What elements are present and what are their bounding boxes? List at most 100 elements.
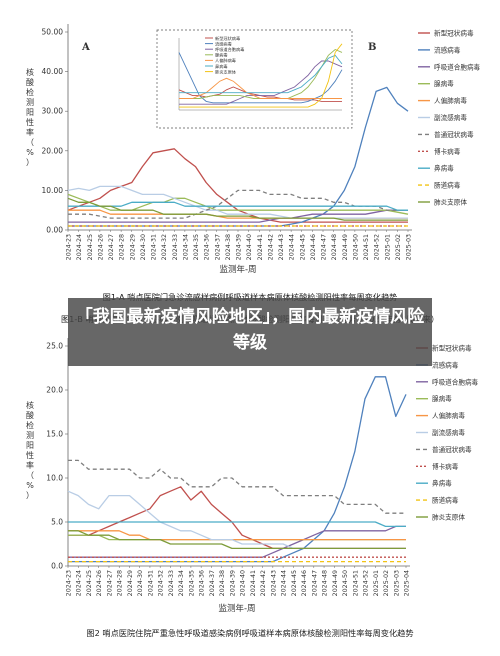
x-tick-label: 2024-26 [96,570,103,596]
y-tick-label: 25.0 [46,342,63,351]
series-line [68,459,406,514]
x-tick-label: 2024-48 [322,570,329,596]
legend-label: 新型冠状病毒 [434,29,474,38]
legend-label: 副流感病毒 [434,113,467,122]
x-tick-label: 2024-40 [240,570,247,596]
y-tick-label: 10.0 [46,474,63,483]
series-line [68,209,408,223]
legend-label: 普通冠状病毒 [432,445,472,454]
x-tick-label: 2024-31 [151,234,158,260]
x-tick-label: 2024-23 [66,570,73,596]
x-tick-label: 2024-23 [66,234,73,260]
x-tick-label: 2024-37 [209,570,216,596]
x-tick-label: 2024-43 [270,570,277,596]
y-tick-label: 5.0 [51,518,63,527]
y-tick-label: 20.00 [42,146,64,155]
x-tick-label: 2024-32 [161,234,168,260]
legend-label: 腺病毒 [432,394,452,403]
x-tick-label: 2024-45 [299,234,306,260]
y-axis-label: 核酸检测阳性率（%） [26,400,34,500]
inset-series-line [179,43,343,108]
x-tick-label: 2025-01 [373,570,380,596]
x-tick-label: 2024-47 [321,234,328,260]
x-tick-label: 2024-30 [140,234,147,260]
series-line [68,201,408,211]
y-tick-label: 15.0 [46,430,63,439]
x-tick-label: 2024-47 [311,570,318,596]
inset-legend-label: 流感病毒 [215,40,232,47]
series-line [67,193,409,215]
x-tick-label: 2024-26 [97,234,104,260]
x-tick-label: 2024-41 [257,234,264,260]
x-tick-label: 2024-48 [331,234,338,260]
x-tick-label: 2024-29 [129,234,136,260]
x-tick-label: 2024-46 [310,234,317,260]
chart-title: 图2 哨点医院住院严重急性呼吸道感染病例呼吸道样本病原体核酸检测阳性率每周变化趋… [86,628,413,638]
legend-label: 肠道病毒 [434,181,461,190]
series-line [68,521,406,528]
x-tick-label: 2024-38 [219,570,226,596]
x-tick-label: 2024-45 [291,570,298,596]
x-tick-label: 2024-33 [168,570,175,596]
x-tick-label: 2024-44 [289,234,296,260]
x-tick-label: 2024-25 [87,234,94,260]
x-tick-label: 2025-04 [404,570,411,596]
news-title: 「我国最新疫情风险地区」，国内最新疫情风险等级 [75,307,425,353]
legend-label: 鼻病毒 [432,479,452,488]
x-tick-label: 2024-46 [301,570,308,596]
x-tick-label: 2024-49 [332,570,339,596]
x-tick-label: 2024-42 [260,570,267,596]
inset-series-line [179,54,343,94]
x-tick-label: 2024-42 [267,234,274,260]
x-tick-label: 2024-36 [204,234,211,260]
x-tick-label: 2024-50 [352,234,359,260]
x-tick-label: 2024-27 [108,234,115,260]
x-tick-label: 2025-02 [395,234,402,260]
x-tick-label: 2024-40 [246,234,253,260]
legend-label: 博卡病毒 [434,147,461,156]
panel-label-a: A [81,42,90,53]
x-axis-label: 监测年-周 [218,603,255,614]
x-tick-label: 2024-24 [76,234,83,260]
legend-label: 腺病毒 [434,79,454,88]
x-tick-label: 2025-03 [406,234,413,260]
x-tick-label: 2024-33 [172,234,179,260]
series-line [68,189,408,219]
inset-legend-label: 肺炎支原体 [215,68,237,75]
legend-label: 呼吸道合胞病毒 [432,377,479,386]
inset-frame [156,29,353,129]
legend-label: 普通冠状病毒 [434,130,474,139]
x-tick-label: 2025-01 [384,234,391,260]
x-tick-label: 2025-03 [393,570,400,596]
y-tick-label: 0.00 [46,226,63,235]
x-tick-label: 2024-34 [182,234,189,260]
y-tick-label: 10.00 [42,186,64,195]
series-line [67,185,408,219]
series-line [68,376,407,563]
chart-title: 图1-A 哨点医院门急诊流感样病例呼吸道样本病原体核酸检测阳性率每周变化趋势 [103,292,398,302]
legend-label: 人偏肺病毒 [434,96,467,105]
legend-label: 博卡病毒 [432,462,459,471]
x-tick-label: 2024-24 [76,570,83,596]
legend-label: 新型冠状病毒 [432,344,472,353]
legend-label: 肺炎支原体 [432,513,465,522]
x-tick-label: 2024-25 [86,570,93,596]
legend-label: 副流感病毒 [432,428,465,437]
series-line [68,530,406,550]
inset-legend-label: 新型冠状病毒 [215,35,240,42]
x-tick-label: 2024-35 [193,234,200,260]
x-tick-label: 2024-51 [363,234,370,260]
y-tick-label: 0.0 [51,562,63,571]
inset-legend-label: 呼吸道合胞病毒 [215,46,244,53]
x-tick-label: 2024-31 [147,570,154,596]
y-tick-label: 30.00 [42,107,64,116]
x-tick-label: 2025-02 [383,570,390,596]
x-tick-label: 2024-52 [374,234,381,260]
x-tick-label: 2024-44 [281,570,288,596]
x-tick-label: 2024-35 [188,570,195,596]
legend-label: 流感病毒 [434,45,461,54]
x-tick-label: 2024-34 [178,570,185,596]
x-tick-label: 2024-30 [137,570,144,596]
legend-label: 鼻病毒 [434,164,454,173]
